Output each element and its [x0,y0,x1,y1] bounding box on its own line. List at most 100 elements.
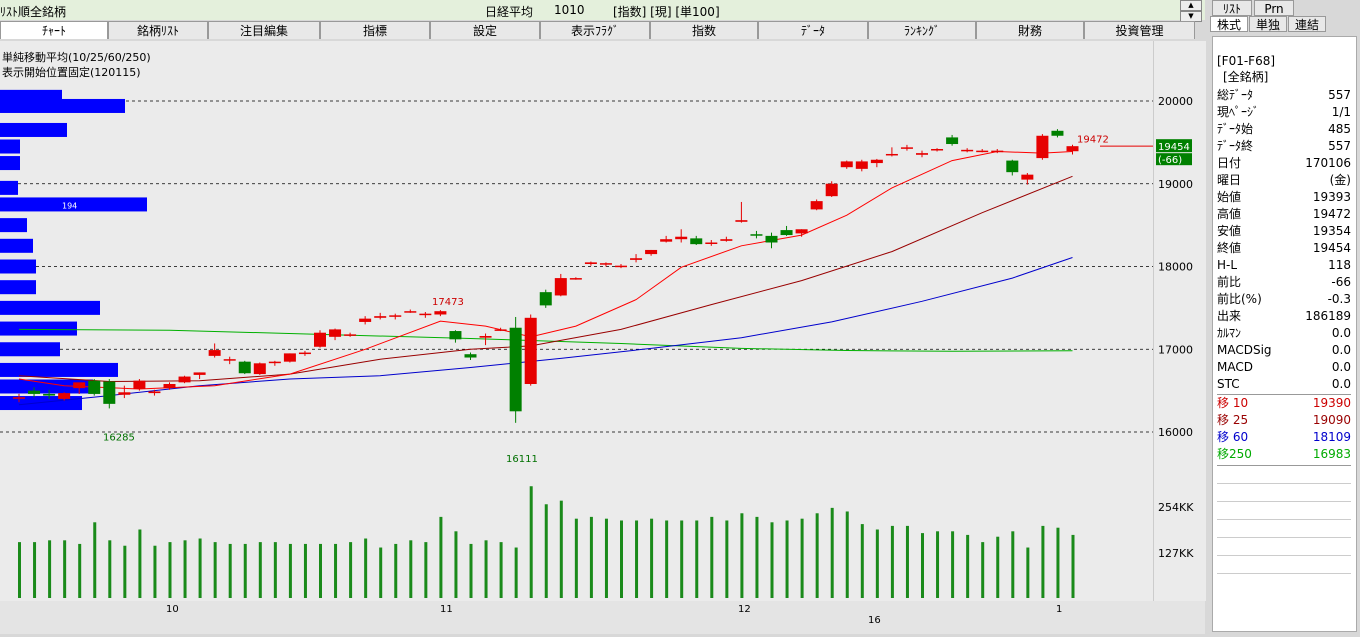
tab-stock-list[interactable]: 銘柄ﾘｽﾄ [108,21,208,39]
candle [539,289,552,308]
side-tab-consolidated[interactable]: 連結 [1288,16,1326,32]
candle-body [569,278,582,280]
info-key: 終値 [1217,241,1242,255]
volume-bar [424,542,428,598]
mid-low-annotation: 16111 [506,454,538,465]
info-separator [1217,501,1351,502]
side-tab-list[interactable]: ﾘｽﾄ [1212,0,1252,16]
candle-body [314,332,326,347]
tab-chart[interactable]: ﾁｬｰﾄ [0,21,108,39]
candle-body [449,331,462,340]
info-row: 日付 170106 [1217,155,1351,172]
tab-data[interactable]: ﾃﾞｰﾀ [758,21,868,39]
candle-body [404,311,417,313]
volume-bar [243,543,247,598]
volume-axis-label: 254KK [1158,501,1194,514]
candle-body [178,376,191,383]
info-value: 19390 [1312,396,1351,410]
tab-settings[interactable]: 設定 [430,21,540,39]
info-value: -0.3 [1327,292,1351,306]
candle-body [268,361,281,364]
y-tick-label: 16000 [1158,426,1193,439]
candle [795,229,808,237]
candle [961,148,974,153]
candle-body [870,159,883,164]
scroll-up-icon[interactable]: ▲ [1180,0,1202,11]
candle [434,310,447,317]
price-chart[interactable]: 194 19472 17473 16285 16111 [0,41,1153,601]
volume-bar [529,486,533,598]
volume-bar [890,525,894,598]
candle [660,235,673,243]
candle [750,230,763,239]
candle-body [961,149,974,152]
candle-body [329,329,342,337]
volume-bar [379,547,383,598]
candle [705,240,718,246]
volume-profile-bar [0,300,100,315]
volume-profile-bar [0,280,36,295]
candle-body [253,363,266,375]
volume-bar [33,542,37,598]
tab-watch-edit[interactable]: 注目編集 [208,21,320,39]
volume-bar [319,543,322,598]
info-key: 日付 [1217,156,1242,170]
candle [58,392,71,401]
volume-profile-bar [0,362,118,377]
candle-body [298,352,311,355]
info-row: 安値 19354 [1217,223,1351,240]
chart-area[interactable]: 194 19472 17473 16285 16111 単純移動平均(10/25/60/… [0,41,1153,601]
list-order-label[interactable]: ﾘｽﾄ順全銘柄 [0,5,67,19]
candle-body [720,239,733,241]
tab-investment-mgmt[interactable]: 投資管理 [1084,21,1195,39]
tab-financials[interactable]: 財務 [976,21,1084,39]
candle [780,225,793,236]
ma250-line [18,328,1073,352]
candle-body [976,150,989,153]
candle-body [223,359,236,361]
ma60-line [18,257,1073,406]
info-value: 19472 [1312,207,1351,221]
candle [1051,129,1064,138]
volume-bar [710,516,714,598]
scroll-stepper[interactable]: ▲ ▼ [1180,0,1202,22]
candle-body [840,161,853,168]
tab-ranking[interactable]: ﾗﾝｷﾝｸﾞ [868,21,976,39]
x-tick-label: 11 [440,604,453,615]
candle-body [660,239,673,242]
info-value: 485 [1328,122,1351,136]
candle [1021,172,1034,185]
candle [344,332,357,337]
last-price-box [1156,139,1192,153]
volume-bar [63,540,67,598]
tab-display-flag[interactable]: 表示ﾌﾗｸﾞ [540,21,650,39]
candle-body [1066,146,1079,152]
volume-bar [770,522,774,598]
volume-bar [514,547,518,598]
info-key: 移 10 [1217,396,1249,410]
candle-body [494,329,507,331]
candle [946,134,959,146]
volume-bar [183,540,187,598]
tab-index[interactable]: 指数 [650,21,758,39]
volume-bar [364,538,368,598]
volume-profile-bar [0,156,20,171]
volume-bar [830,507,834,598]
side-tab-standalone[interactable]: 単独 [1249,16,1287,32]
volume-bar [273,542,277,598]
candle-body [118,392,131,395]
volume-bar [574,518,578,598]
volume-bar [996,536,1000,598]
tab-indicator[interactable]: 指標 [320,21,430,39]
side-tab-stock[interactable]: 株式 [1210,16,1248,32]
side-tab-print[interactable]: Prn [1254,0,1294,16]
candle [479,333,492,346]
candle [765,232,778,249]
volume-bar [153,545,157,598]
volume-profile-bar [0,238,33,253]
candle-body [765,235,778,243]
volume-bar [559,500,563,598]
volume-bar [303,543,307,598]
candle-body [464,354,477,358]
x-tick-label: 1 [1056,604,1062,615]
